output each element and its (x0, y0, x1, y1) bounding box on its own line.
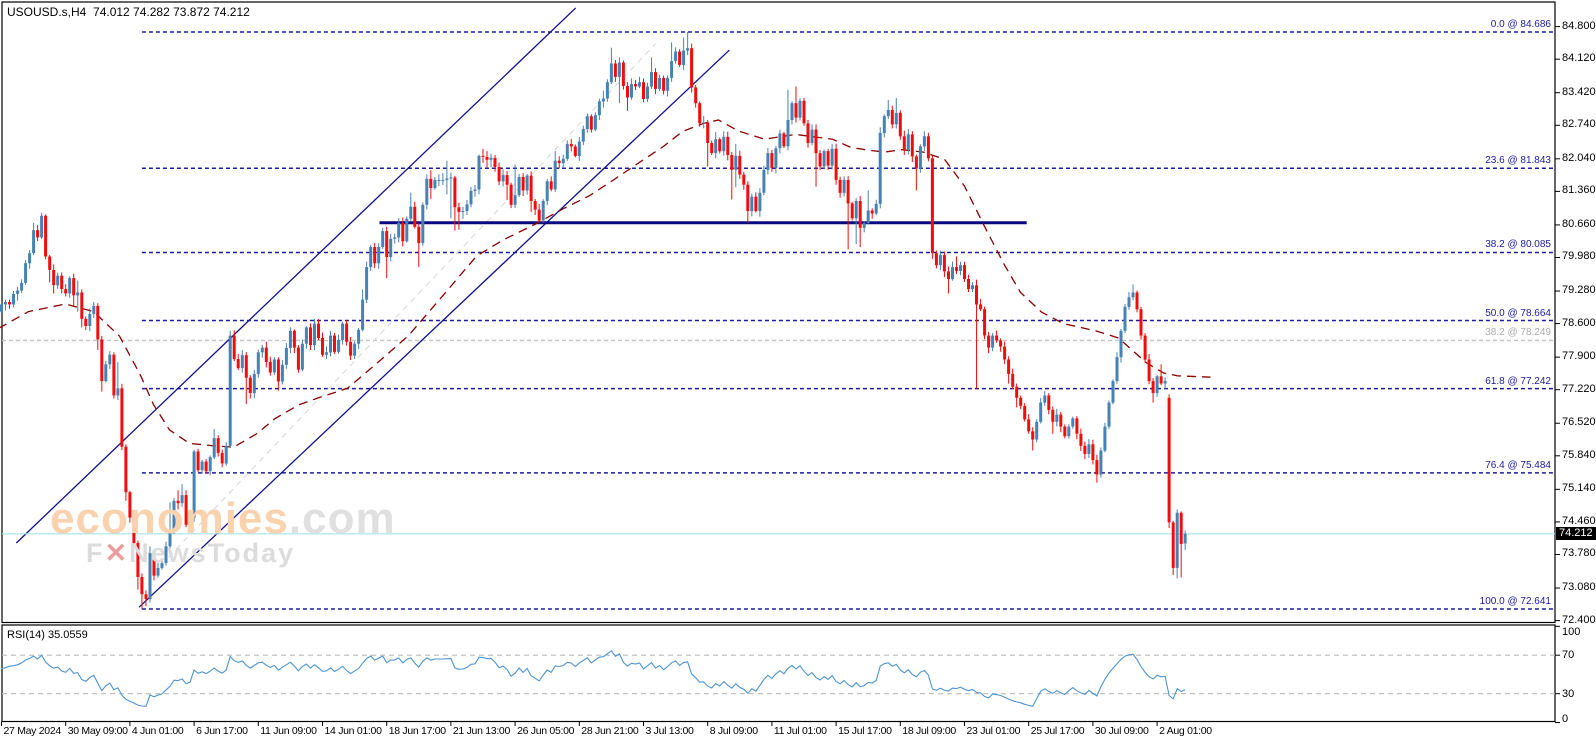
watermark-logo: economies.com (50, 494, 396, 544)
watermark-tagline-x: ✕ (104, 538, 130, 568)
price-axis-label: 79.980 (1562, 250, 1596, 263)
price-axis-label: 73.780 (1562, 547, 1596, 560)
time-axis-label: 30 Jul 09:00 (1094, 725, 1149, 737)
price-axis-label: 73.080 (1562, 581, 1596, 594)
watermark-brand-suffix: .com (288, 494, 396, 543)
time-axis-label: 6 Jun 17:00 (196, 725, 248, 737)
price-axis-label: 72.400 (1562, 613, 1596, 626)
time-axis-label: 26 Jun 05:00 (517, 725, 575, 737)
time-axis-label: 25 Jul 17:00 (1030, 725, 1085, 737)
time-axis-label: 30 May 09:00 (67, 725, 128, 737)
gray-trendline (168, 43, 656, 558)
fib-label: 61.8 @ 77.242 (1485, 375, 1551, 387)
candles-down (8, 43, 1183, 610)
price-axis-label: 84.800 (1562, 19, 1596, 32)
price-axis-label: 75.840 (1562, 448, 1596, 461)
time-axis-label: 14 Jun 01:00 (324, 725, 382, 737)
symbol-title: USOUSD.s,H4 74.012 74.282 73.872 74.212 (7, 5, 250, 19)
fib-label: 100.0 @ 72.641 (1479, 596, 1551, 608)
price-axis-label: 79.280 (1562, 284, 1596, 297)
watermark-tagline-f: F (86, 538, 105, 568)
price-axis-label: 81.360 (1562, 184, 1596, 197)
time-axis-label: 4 Jun 01:00 (131, 725, 184, 737)
current-price-badge: 74.212 (1556, 526, 1596, 540)
price-axis-label: 83.420 (1562, 85, 1596, 98)
time-axis-label: 11 Jul 01:00 (773, 725, 827, 737)
rsi-axis-label: 0 (1562, 713, 1569, 725)
time-axis-label: 2 Aug 01:00 (1159, 725, 1212, 737)
channel-line-upper (15, 7, 577, 544)
time-axis-label: 28 Jun 21:00 (581, 725, 639, 737)
price-axis-label: 74.460 (1562, 514, 1596, 527)
fib-label: 0.0 @ 84.686 (1490, 19, 1551, 31)
rsi-indicator-label: RSI(14) 35.0559 (7, 629, 88, 641)
candles-up (0, 32, 1187, 603)
price-axis-label: 84.120 (1562, 52, 1596, 65)
time-axis-label: 3 Jul 13:00 (645, 725, 694, 737)
rsi-axis-label: 30 (1562, 687, 1575, 700)
time-axis-label: 27 May 2024 (3, 725, 62, 737)
price-axis-label: 76.520 (1562, 416, 1596, 429)
price-axis-label: 82.740 (1562, 118, 1596, 131)
time-axis-label: 18 Jun 17:00 (388, 725, 446, 737)
watermark-tagline-rest: NewsToday (129, 538, 296, 568)
fib-label: 38.2 @ 80.085 (1485, 239, 1551, 251)
time-axis-label: 18 Jul 09:00 (902, 725, 956, 737)
time-axis-label: 11 Jun 09:00 (260, 725, 317, 737)
fib-label: 23.6 @ 81.843 (1485, 155, 1551, 167)
rsi-axis-label: 100 (1562, 626, 1581, 638)
time-axis-label: 15 Jul 17:00 (838, 725, 892, 737)
watermark-brand: economies (50, 494, 289, 543)
time-axis-label: 8 Jul 09:00 (709, 725, 758, 737)
fib-label: 50.0 @ 78.664 (1485, 307, 1551, 319)
watermark-tagline: F✕NewsToday (86, 538, 295, 569)
time-axis-label: 23 Jul 01:00 (966, 725, 1021, 737)
time-axis-label: 21 Jun 13:00 (452, 725, 511, 737)
fib-label-gray: 38.2 @ 78.249 (1485, 327, 1551, 339)
rsi-plot-border (1, 624, 1556, 723)
rsi-axis-label: 70 (1562, 649, 1575, 662)
channel-line-lower (138, 49, 730, 608)
price-axis-label: 77.220 (1562, 382, 1596, 395)
fib-label: 76.4 @ 75.484 (1485, 459, 1551, 471)
price-axis-label: 78.600 (1562, 316, 1596, 329)
price-axis-label: 77.900 (1562, 350, 1596, 363)
price-axis-label: 75.140 (1562, 482, 1596, 495)
moving-average-line (0, 119, 1211, 448)
price-axis-label: 80.660 (1562, 217, 1596, 230)
rsi-line (1, 650, 1186, 707)
price-axis-label: 82.040 (1562, 151, 1596, 164)
